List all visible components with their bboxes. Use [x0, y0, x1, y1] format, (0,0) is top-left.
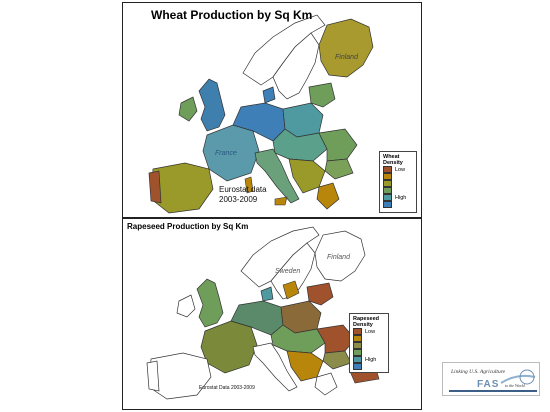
rapeseed-map-panel: Sweden Finland Rapeseed Production by Sq… — [122, 218, 422, 410]
rapeseed-map: Sweden Finland — [146, 226, 380, 400]
logo-wordmark: FAS — [477, 379, 500, 390]
wheat-legend: Wheat Density Low High — [379, 151, 417, 213]
map-region-greece — [314, 372, 338, 396]
wheat-legend-swatch — [383, 194, 392, 201]
wheat-legend-high-label: High — [395, 194, 407, 201]
wheat-legend-swatch — [383, 166, 392, 173]
map-region-italy — [252, 342, 298, 392]
rapeseed-panel-title: Rapeseed Production by Sq Km — [127, 222, 249, 231]
wheat-map-panel: Finland France Wheat Production by Sq Km… — [122, 2, 422, 218]
rapeseed-legend-row — [353, 349, 385, 356]
fas-logo: Linking U.S. Agriculture FAS to the Worl… — [442, 362, 540, 396]
rapeseed-source-note: Eurostat Data 2003-2009 — [199, 385, 255, 391]
map-region-ireland — [176, 294, 196, 318]
rapeseed-legend-swatch — [353, 335, 362, 342]
map-region-bulgaria — [324, 158, 354, 180]
map-label-sweden: Sweden — [275, 268, 300, 275]
wheat-legend-row: Low — [383, 166, 413, 173]
map-region-bulgaria — [322, 350, 352, 370]
rapeseed-legend-row — [353, 335, 385, 342]
rapeseed-legend-swatch — [353, 356, 362, 363]
rapeseed-legend-high-label: High — [365, 356, 377, 363]
map-region-france — [200, 320, 258, 374]
wheat-legend-swatch — [383, 173, 392, 180]
map-region-romania — [318, 128, 358, 162]
map-region-uk — [196, 278, 224, 328]
map-label-finland: Finland — [335, 54, 359, 61]
map-region-italy — [254, 148, 300, 204]
wheat-source-line2: 2003-2009 — [219, 195, 258, 204]
wheat-legend-row — [383, 173, 413, 180]
wheat-legend-row — [383, 187, 413, 194]
rapeseed-legend-swatch — [353, 342, 362, 349]
map-region-finland — [314, 230, 366, 282]
rapeseed-legend-row: High — [353, 356, 385, 363]
map-region-sweden — [272, 32, 320, 100]
rapeseed-legend-row: Low — [353, 328, 385, 335]
rapeseed-legend-low-label: Low — [365, 328, 376, 335]
map-region-sweden-south — [282, 280, 300, 300]
logo-suffix: to the World — [505, 383, 525, 388]
rapeseed-legend: Rapeseed Density Low High — [349, 313, 389, 373]
rapeseed-legend-swatch — [353, 349, 362, 356]
wheat-map: Finland France — [148, 14, 374, 214]
map-region-sardinia — [244, 176, 254, 194]
wheat-legend-row: High — [383, 194, 413, 201]
map-region-ireland — [178, 96, 198, 122]
map-region-portugal — [146, 360, 160, 392]
map-region-greece — [316, 182, 340, 210]
logo-tagline: Linking U.S. Agriculture — [451, 369, 506, 375]
map-region-denmark — [262, 86, 276, 104]
rapeseed-legend-row — [353, 363, 385, 370]
map-region-portugal — [148, 170, 162, 204]
wheat-legend-title-2: Density — [383, 160, 403, 166]
map-label-finland: Finland — [327, 254, 351, 261]
map-region-sweden — [270, 242, 316, 300]
wheat-source-line1: Eurostat data — [219, 185, 267, 194]
wheat-panel-title: Wheat Production by Sq Km — [151, 8, 313, 22]
wheat-legend-low-label: Low — [395, 166, 406, 173]
rapeseed-legend-swatch — [353, 363, 362, 370]
map-region-norway — [242, 14, 326, 86]
rapeseed-legend-title-1: Rapeseed — [353, 316, 379, 322]
rapeseed-legend-row — [353, 342, 385, 349]
rapeseed-legend-swatch — [353, 328, 362, 335]
map-region-finland — [318, 18, 374, 78]
map-region-uk — [198, 78, 226, 132]
wheat-legend-swatch — [383, 201, 392, 208]
map-region-baltics — [308, 82, 336, 108]
rapeseed-legend-title-2: Density — [353, 322, 373, 328]
wheat-legend-swatch — [383, 187, 392, 194]
globe-swoosh-icon — [449, 369, 537, 392]
wheat-legend-row — [383, 180, 413, 187]
wheat-source-note: Eurostat data 2003-2009 — [219, 185, 267, 205]
wheat-legend-row — [383, 201, 413, 208]
map-label-france: France — [215, 150, 237, 157]
map-region-denmark — [260, 286, 274, 302]
map-region-baltics — [306, 282, 334, 306]
map-region-norway — [240, 226, 320, 288]
map-region-sicily — [274, 196, 288, 206]
wheat-legend-swatch — [383, 180, 392, 187]
wheat-legend-title-1: Wheat — [383, 154, 400, 160]
